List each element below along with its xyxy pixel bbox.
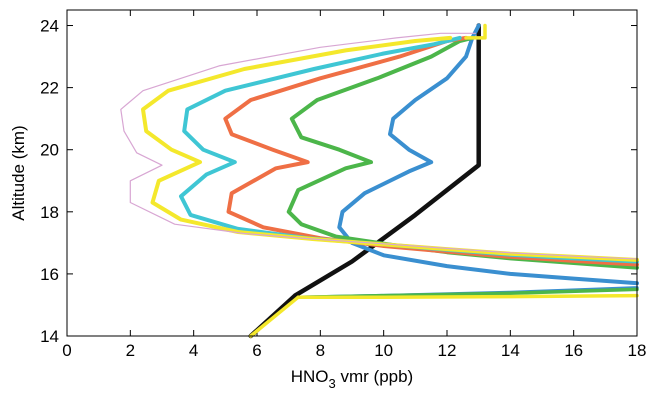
series-line-4 <box>223 35 639 267</box>
x-tick-label: 0 <box>62 341 71 360</box>
x-tick-label: 4 <box>189 341 198 360</box>
series-line-1 <box>248 23 481 339</box>
x-tick-label: 6 <box>252 341 261 360</box>
y-axis-label: Altitude (km) <box>9 125 28 220</box>
series-line-7 <box>120 32 638 260</box>
series-line-10 <box>296 293 639 299</box>
series-line-12 <box>464 23 487 40</box>
tick-marks <box>66 10 638 337</box>
x-tick-label: 14 <box>501 341 520 360</box>
plot-frame <box>66 9 638 337</box>
y-tick-label: 14 <box>40 327 59 346</box>
x-tick-label: 2 <box>126 341 135 360</box>
x-tick-label: 16 <box>564 341 583 360</box>
series-line-2 <box>337 23 639 286</box>
y-tick-label: 22 <box>40 79 59 98</box>
y-tick-label: 18 <box>40 203 59 222</box>
series-line-11 <box>248 295 300 338</box>
x-tick-label: 10 <box>374 341 393 360</box>
y-tick-label: 24 <box>40 17 59 36</box>
series-lines <box>120 23 639 339</box>
x-tick-label: 12 <box>438 341 457 360</box>
x-tick-label: 8 <box>316 341 325 360</box>
y-tick-label: 20 <box>40 141 59 160</box>
series-line-6 <box>141 35 639 262</box>
y-tick-label: 16 <box>40 265 59 284</box>
x-tick-label: 18 <box>628 341 647 360</box>
x-axis-label: HNO3 vmr (ppb) <box>291 367 413 391</box>
